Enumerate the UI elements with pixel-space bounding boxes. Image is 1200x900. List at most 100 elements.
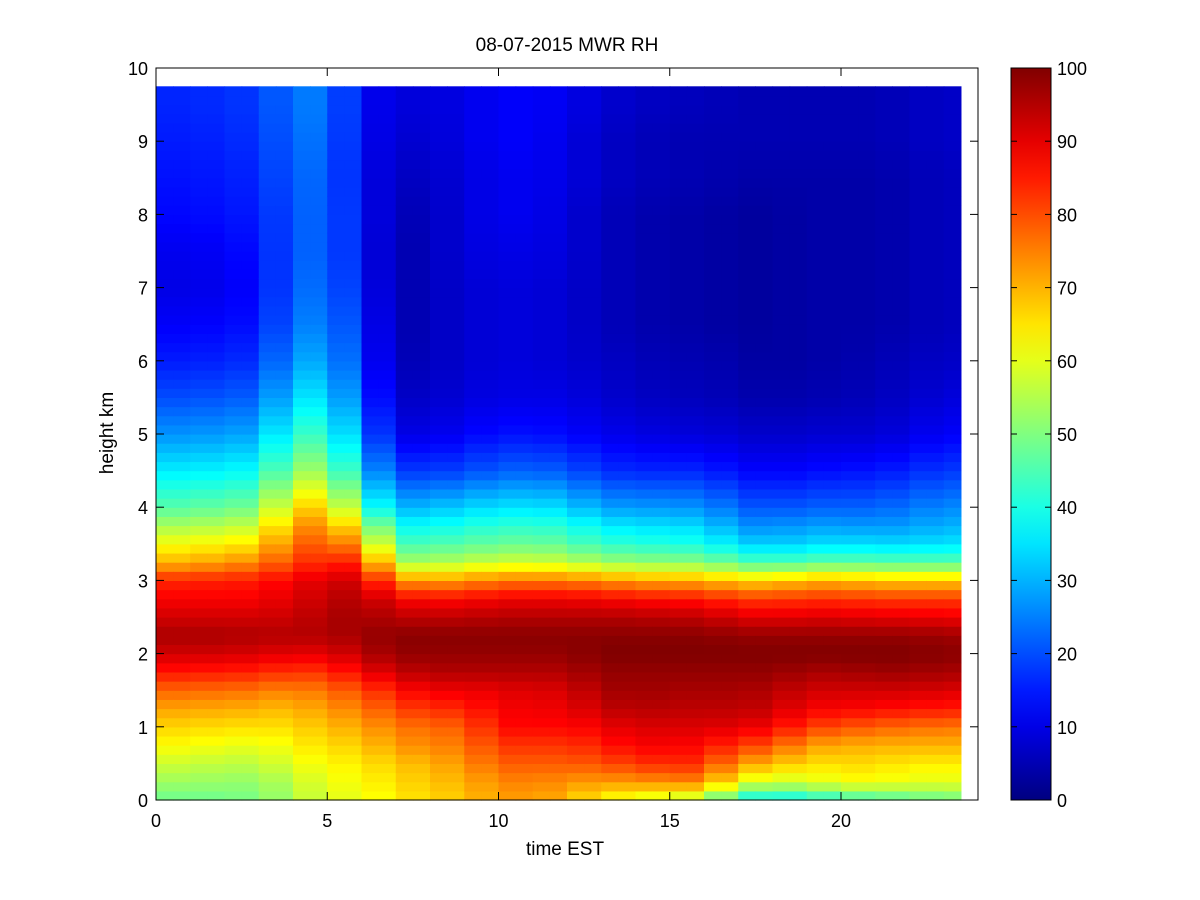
heatmap-cell: [652, 177, 671, 188]
heatmap-cell: [858, 196, 876, 206]
heatmap-cell: [224, 772, 243, 783]
heatmap-cell: [224, 324, 243, 334]
heatmap-cell: [327, 635, 345, 646]
heatmap-cell: [395, 406, 414, 417]
heatmap-cell: [156, 452, 174, 463]
heatmap-cell: [258, 626, 277, 636]
heatmap-cell: [224, 369, 243, 380]
heatmap-cell: [361, 205, 380, 215]
heatmap-cell: [755, 681, 774, 691]
heatmap-cell: [258, 333, 277, 344]
heatmap-cell: [190, 772, 208, 783]
heatmap-cell: [395, 159, 414, 170]
heatmap-cell: [926, 95, 945, 106]
heatmap-cell: [686, 95, 705, 106]
heatmap-cell: [412, 635, 431, 646]
heatmap-cell: [293, 543, 311, 554]
heatmap-cell: [618, 388, 637, 398]
heatmap-cell: [207, 525, 226, 536]
heatmap-cell: [293, 205, 311, 215]
heatmap-cell: [361, 498, 380, 508]
heatmap-cell: [549, 543, 568, 554]
heatmap-cell: [549, 534, 568, 545]
heatmap-cell: [430, 269, 448, 280]
heatmap-cell: [327, 388, 345, 398]
heatmap-cell: [378, 461, 397, 472]
heatmap-cell: [481, 708, 500, 719]
heatmap-cell: [275, 122, 294, 133]
heatmap-cell: [875, 644, 893, 655]
heatmap-cell: [549, 296, 568, 307]
heatmap-cell: [686, 644, 705, 655]
heatmap-cell: [207, 324, 226, 334]
colorbar-tick-label: 30: [1057, 571, 1077, 591]
heatmap-cell: [789, 205, 808, 215]
heatmap-cell: [310, 205, 328, 215]
heatmap-cell: [207, 552, 226, 563]
heatmap-cell: [721, 360, 739, 371]
heatmap-cell: [395, 351, 414, 362]
heatmap-cell: [789, 589, 808, 600]
heatmap-cell: [258, 470, 277, 481]
heatmap-cell: [464, 86, 482, 97]
heatmap-cell: [293, 342, 311, 353]
heatmap-cell: [464, 488, 482, 499]
heatmap-cell: [943, 360, 962, 371]
heatmap-cell: [806, 498, 825, 508]
heatmap-cell: [430, 781, 448, 792]
heatmap-cell: [395, 681, 414, 691]
heatmap-cell: [361, 132, 380, 142]
heatmap-cell: [943, 241, 962, 252]
heatmap-cell: [412, 607, 431, 618]
heatmap-cell: [293, 507, 311, 517]
heatmap-cell: [601, 360, 619, 371]
heatmap-cell: [173, 305, 191, 316]
heatmap-cell: [447, 296, 465, 307]
heatmap-cell: [772, 251, 791, 261]
heatmap-cell: [190, 168, 208, 179]
heatmap-cell: [241, 150, 260, 161]
heatmap-cell: [498, 644, 517, 655]
heatmap-cell: [567, 141, 585, 151]
heatmap-cell: [704, 232, 722, 243]
heatmap-cell: [224, 498, 243, 508]
heatmap-cell: [378, 443, 397, 453]
heatmap-cell: [173, 388, 191, 398]
heatmap-cell: [327, 177, 345, 188]
heatmap-cell: [241, 86, 260, 97]
heatmap-cell: [635, 168, 654, 179]
heatmap-cell: [310, 507, 328, 517]
heatmap-cell: [601, 552, 619, 563]
heatmap-cell: [156, 424, 174, 435]
heatmap-cell: [395, 571, 414, 581]
y-tick-label: 8: [138, 205, 148, 225]
heatmap-cell: [241, 470, 260, 481]
heatmap-cell: [532, 269, 551, 280]
colorbar-tick-label: 60: [1057, 352, 1077, 372]
heatmap-cell: [635, 122, 654, 133]
heatmap-cell: [412, 598, 431, 609]
heatmap-cell: [395, 763, 414, 774]
heatmap-cell: [926, 626, 945, 636]
heatmap-cell: [943, 205, 962, 215]
heatmap-cell: [327, 671, 345, 682]
heatmap-cell: [618, 662, 637, 673]
heatmap-cell: [344, 525, 363, 536]
heatmap-cell: [156, 95, 174, 106]
heatmap-cell: [498, 589, 517, 600]
heatmap-cell: [618, 424, 637, 435]
heatmap-cell: [481, 671, 500, 682]
heatmap-cell: [926, 287, 945, 298]
heatmap-cell: [943, 589, 962, 600]
heatmap-cell: [669, 95, 688, 106]
heatmap-cell: [481, 607, 500, 618]
heatmap-cell: [275, 324, 294, 334]
heatmap-cell: [704, 543, 722, 554]
heatmap-cell: [224, 617, 243, 627]
heatmap-cell: [293, 525, 311, 536]
heatmap-cell: [618, 196, 637, 206]
heatmap-cell: [909, 580, 928, 591]
heatmap-cell: [207, 772, 226, 783]
heatmap-cell: [635, 369, 654, 380]
heatmap-cell: [652, 699, 671, 710]
